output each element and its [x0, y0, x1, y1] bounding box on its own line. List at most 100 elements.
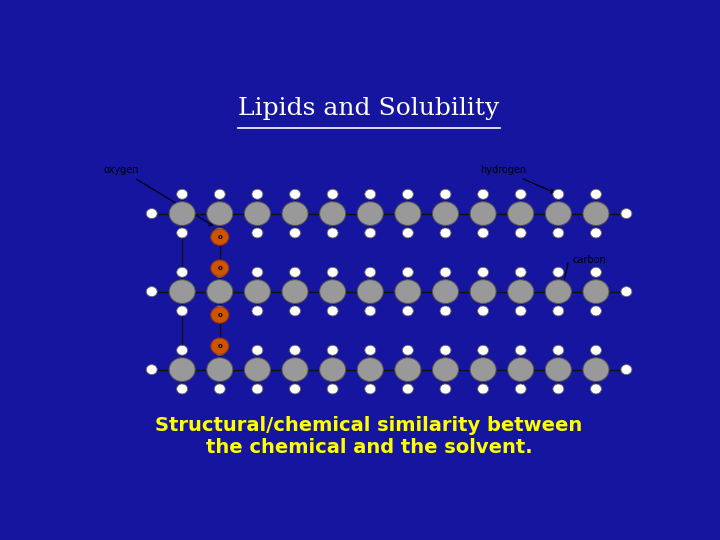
Circle shape — [440, 267, 451, 277]
Circle shape — [590, 189, 601, 199]
Circle shape — [395, 202, 421, 226]
Circle shape — [252, 228, 263, 238]
Circle shape — [320, 202, 346, 226]
Text: o: o — [217, 343, 222, 349]
Circle shape — [583, 357, 609, 381]
Circle shape — [252, 267, 263, 277]
Circle shape — [553, 306, 564, 316]
Circle shape — [282, 357, 308, 381]
Circle shape — [433, 280, 459, 303]
Circle shape — [395, 280, 421, 303]
Circle shape — [402, 345, 413, 355]
Circle shape — [553, 384, 564, 394]
Circle shape — [365, 384, 376, 394]
Circle shape — [516, 267, 526, 277]
Circle shape — [252, 189, 263, 199]
Circle shape — [508, 202, 534, 226]
Circle shape — [176, 306, 188, 316]
Circle shape — [215, 306, 225, 316]
Circle shape — [211, 307, 229, 323]
Circle shape — [433, 357, 459, 381]
Circle shape — [440, 228, 451, 238]
Circle shape — [146, 364, 157, 375]
Circle shape — [211, 260, 229, 276]
Circle shape — [590, 228, 601, 238]
Circle shape — [244, 202, 271, 226]
Text: Lipids and Solubility: Lipids and Solubility — [238, 97, 500, 120]
Circle shape — [357, 202, 383, 226]
Circle shape — [440, 189, 451, 199]
Circle shape — [215, 189, 225, 199]
Circle shape — [583, 280, 609, 303]
Circle shape — [402, 306, 413, 316]
Circle shape — [327, 189, 338, 199]
Circle shape — [477, 228, 489, 238]
Circle shape — [553, 228, 564, 238]
Circle shape — [516, 189, 526, 199]
Circle shape — [365, 345, 376, 355]
Circle shape — [282, 280, 308, 303]
Circle shape — [470, 280, 496, 303]
Circle shape — [207, 202, 233, 226]
Circle shape — [211, 338, 229, 354]
Circle shape — [327, 267, 338, 277]
Circle shape — [320, 357, 346, 381]
Circle shape — [477, 306, 489, 316]
Circle shape — [621, 364, 632, 375]
Circle shape — [289, 306, 300, 316]
Circle shape — [244, 280, 271, 303]
Circle shape — [252, 306, 263, 316]
Circle shape — [553, 267, 564, 277]
Circle shape — [327, 306, 338, 316]
Circle shape — [402, 267, 413, 277]
Circle shape — [553, 345, 564, 355]
Circle shape — [146, 287, 157, 296]
Circle shape — [621, 287, 632, 296]
Circle shape — [516, 384, 526, 394]
Circle shape — [176, 345, 188, 355]
Circle shape — [590, 345, 601, 355]
Circle shape — [357, 280, 383, 303]
Text: Structural/chemical similarity between
the chemical and the solvent.: Structural/chemical similarity between t… — [156, 416, 582, 457]
Circle shape — [327, 228, 338, 238]
Circle shape — [289, 267, 300, 277]
Circle shape — [252, 384, 263, 394]
Circle shape — [365, 228, 376, 238]
Circle shape — [289, 228, 300, 238]
Circle shape — [470, 357, 496, 381]
Circle shape — [402, 384, 413, 394]
Circle shape — [215, 384, 225, 394]
Circle shape — [211, 229, 229, 245]
Circle shape — [176, 267, 188, 277]
Circle shape — [477, 267, 489, 277]
Circle shape — [621, 208, 632, 219]
Circle shape — [327, 384, 338, 394]
Circle shape — [590, 306, 601, 316]
Circle shape — [545, 202, 572, 226]
Circle shape — [169, 357, 195, 381]
Text: hydrogen: hydrogen — [480, 165, 554, 193]
Circle shape — [365, 189, 376, 199]
Circle shape — [395, 357, 421, 381]
Circle shape — [244, 357, 271, 381]
Circle shape — [289, 384, 300, 394]
Circle shape — [320, 280, 346, 303]
Circle shape — [545, 357, 572, 381]
Circle shape — [215, 345, 225, 355]
Circle shape — [169, 280, 195, 303]
Circle shape — [357, 357, 383, 381]
Circle shape — [508, 357, 534, 381]
Circle shape — [207, 280, 233, 303]
Circle shape — [282, 202, 308, 226]
Circle shape — [176, 384, 188, 394]
Circle shape — [176, 189, 188, 199]
Circle shape — [146, 208, 157, 219]
Circle shape — [470, 202, 496, 226]
Text: o: o — [217, 234, 222, 240]
Circle shape — [440, 384, 451, 394]
Text: o: o — [217, 312, 222, 318]
Circle shape — [516, 345, 526, 355]
Circle shape — [583, 202, 609, 226]
Circle shape — [433, 202, 459, 226]
Circle shape — [402, 189, 413, 199]
